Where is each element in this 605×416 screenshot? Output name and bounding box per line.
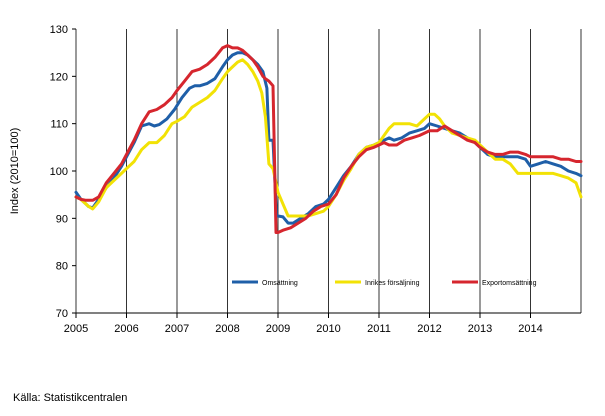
y-tick-label-120: 120 [50,71,68,83]
y-tick-label-100: 100 [50,166,68,178]
y-tick-label-80: 80 [56,261,68,273]
vertical-gridlines [75,29,582,313]
legend-label-3: Exportomsättning [482,280,537,287]
x-tick-label-2007: 2007 [165,323,189,335]
source-note: Källa: Statistikcentralen [13,392,128,404]
legend: Omsättning Inrikes försäljning Exportomsät… [232,280,537,287]
x-axis-ticks: 2005 2006 2007 2008 2009 2010 2011 2012 2013 2014 [64,313,543,335]
x-tick-label-2009: 2009 [266,323,290,335]
x-tick-label-2011: 2011 [367,323,391,335]
x-tick-label-2012: 2012 [417,323,441,335]
x-tick-label-2006: 2006 [114,323,138,335]
legend-label-2: Inrikes försäljning [365,280,420,287]
x-tick-label-2013: 2013 [468,323,492,335]
y-tick-label-130: 130 [50,24,68,36]
x-tick-label-2008: 2008 [215,323,239,335]
y-axis-ticks: 70 80 90 100 110 120 130 [50,24,76,320]
x-tick-label-2005: 2005 [64,323,88,335]
y-axis-title: Index (2010=100) [9,128,21,215]
y-tick-label-110: 110 [50,119,68,131]
y-tick-label-90: 90 [56,213,68,225]
legend-label-1: Omsättning [262,280,298,287]
x-tick-label-2010: 2010 [316,323,340,335]
series-lines [74,44,583,234]
x-tick-label-2014: 2014 [518,323,542,335]
series-line-3 [74,44,583,234]
y-tick-label-70: 70 [56,308,68,320]
